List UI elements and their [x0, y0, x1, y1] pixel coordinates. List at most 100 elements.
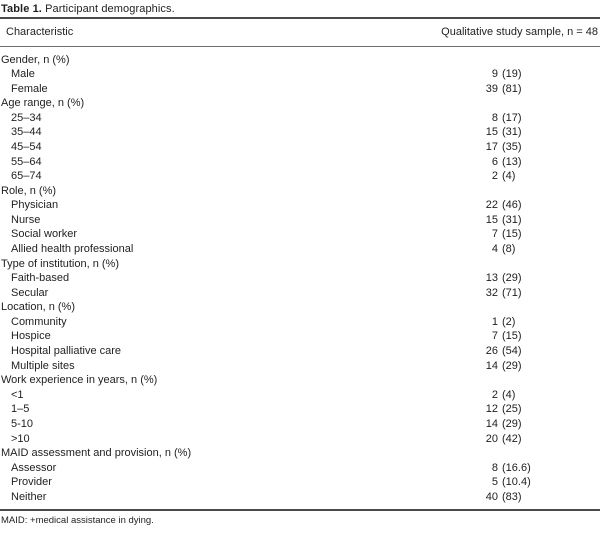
row-label: Hospice — [11, 330, 51, 343]
row-count: 13 — [485, 272, 498, 285]
row-count: 40 — [485, 490, 498, 503]
table-footnote: MAID: +medical assistance in dying. — [1, 514, 154, 526]
row-value: 39 (81) — [484, 82, 600, 97]
table-row: Hospital palliative care 26 (54) — [0, 344, 600, 359]
row-percent: (42) — [502, 432, 522, 445]
row-label: 5-10 — [11, 417, 34, 430]
row-percent: (2) — [502, 315, 516, 328]
row-percent: (35) — [502, 140, 522, 153]
row-label: Neither — [11, 490, 47, 503]
row-label: Location, n (%) — [1, 301, 75, 314]
row-label: Female — [11, 82, 48, 95]
row-label: Role, n (%) — [1, 184, 57, 197]
row-label: Type of institution, n (%) — [1, 257, 119, 270]
table-group-row: Gender, n (%) — [0, 53, 600, 68]
row-count: 5 — [491, 476, 498, 489]
row-count: 15 — [485, 213, 498, 226]
row-value — [484, 373, 600, 388]
rule-bottom — [0, 509, 600, 511]
row-count: 20 — [485, 432, 498, 445]
row-percent: (31) — [502, 213, 522, 226]
table-group-row: Age range, n (%) — [0, 96, 600, 111]
row-count: 2 — [491, 388, 498, 401]
table-row: 1–5 12 (25) — [0, 402, 600, 417]
row-count: 32 — [485, 286, 498, 299]
row-count — [484, 446, 498, 461]
row-value — [484, 96, 600, 111]
row-label: 1–5 — [11, 403, 30, 416]
table-row: Multiple sites 14 (29) — [0, 359, 600, 374]
row-value: 13 (29) — [484, 271, 600, 286]
table-group-row: Work experience in years, n (%) — [0, 373, 600, 388]
table-row: 55–64 6 (13) — [0, 155, 600, 170]
row-count: 17 — [485, 140, 498, 153]
row-percent: (29) — [502, 359, 522, 372]
row-value: 9 (19) — [484, 67, 600, 82]
row-value: 40 (83) — [484, 490, 600, 505]
row-count: 8 — [491, 461, 498, 474]
table-body: Gender, n (%) Male 9 (19) Female 39 (81) Age ra… — [0, 47, 600, 505]
row-value: 8 (16.6) — [484, 461, 600, 476]
table-caption: Table 1. Participant demographics. — [0, 0, 600, 17]
table-row: >10 20 (42) — [0, 432, 600, 447]
row-count — [484, 373, 498, 388]
row-label: Work experience in years, n (%) — [1, 374, 158, 387]
row-label: Hospital palliative care — [11, 345, 122, 358]
table-row: 65–74 2 (4) — [0, 169, 600, 184]
row-value: 4 (8) — [484, 242, 600, 257]
row-percent: (29) — [502, 272, 522, 285]
row-percent: (31) — [502, 126, 522, 139]
row-value: 14 (29) — [484, 359, 600, 374]
row-count — [484, 300, 498, 315]
row-value — [484, 446, 600, 461]
row-count: 6 — [491, 155, 498, 168]
row-label: Social worker — [11, 228, 78, 241]
row-percent: (29) — [502, 417, 522, 430]
row-label: Male — [11, 68, 35, 81]
row-value: 7 (15) — [484, 227, 600, 242]
table-row: Neither 40 (83) — [0, 490, 600, 505]
table-row: Nurse 15 (31) — [0, 213, 600, 228]
row-count: 39 — [485, 82, 498, 95]
table-row: Hospice 7 (15) — [0, 329, 600, 344]
row-label: 55–64 — [11, 155, 42, 168]
table-row: 25–34 8 (17) — [0, 111, 600, 126]
row-count: 1 — [491, 315, 498, 328]
table-row: Physician 22 (46) — [0, 198, 600, 213]
row-value — [484, 300, 600, 315]
row-value: 22 (46) — [484, 198, 600, 213]
row-percent: (16.6) — [502, 461, 531, 474]
row-count: 14 — [485, 417, 498, 430]
row-count: 2 — [491, 170, 498, 183]
row-value: 7 (15) — [484, 329, 600, 344]
row-percent: (46) — [502, 199, 522, 212]
row-count — [484, 96, 498, 111]
row-count: 7 — [491, 228, 498, 241]
row-percent: (83) — [502, 490, 522, 503]
row-value: 6 (13) — [484, 155, 600, 170]
row-value: 26 (54) — [484, 344, 600, 359]
row-count: 15 — [485, 126, 498, 139]
row-value: 15 (31) — [484, 125, 600, 140]
row-value — [484, 257, 600, 272]
table-header-row: Characteristic Qualitative study sample,… — [0, 19, 600, 46]
row-value: 2 (4) — [484, 169, 600, 184]
row-label: MAID assessment and provision, n (%) — [1, 447, 192, 460]
row-percent: (81) — [502, 82, 522, 95]
table-row: Provider 5 (10.4) — [0, 475, 600, 490]
row-label: >10 — [11, 432, 30, 445]
table-row: Assessor 8 (16.6) — [0, 461, 600, 476]
row-percent: (19) — [502, 68, 522, 81]
row-value: 12 (25) — [484, 402, 600, 417]
table-caption-number: Table 1. — [1, 3, 42, 15]
row-count: 8 — [491, 111, 498, 124]
row-label: Allied health professional — [11, 243, 134, 256]
table-group-row: Location, n (%) — [0, 300, 600, 315]
row-label: Secular — [11, 286, 49, 299]
row-label: <1 — [11, 388, 24, 401]
table-row: Secular 32 (71) — [0, 286, 600, 301]
column-header-sample: Qualitative study sample, n = 48 — [441, 26, 598, 38]
row-count: 4 — [491, 243, 498, 256]
table-group-row: Role, n (%) — [0, 184, 600, 199]
